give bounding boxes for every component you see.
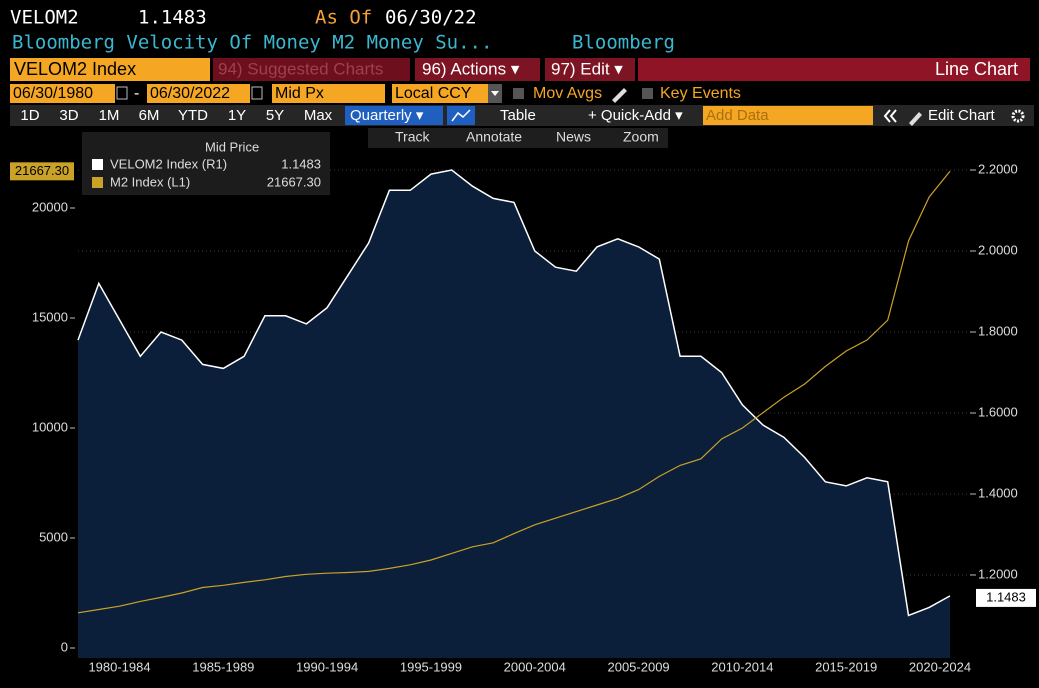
x-tick-label: 2020-2024 bbox=[909, 659, 971, 674]
area bbox=[78, 170, 950, 658]
y-tick-label: 0 bbox=[61, 639, 68, 654]
y-tick-label: 5000 bbox=[39, 529, 68, 544]
edit-chart[interactable]: Edit Chart bbox=[928, 107, 996, 124]
line bbox=[77, 169, 951, 617]
y-tick-label: 10000 bbox=[32, 419, 68, 434]
add-data: Add Data bbox=[706, 107, 769, 124]
suggested: 94) Suggested Charts bbox=[218, 59, 383, 78]
start-date-box[interactable] bbox=[10, 84, 115, 103]
chart-icon bbox=[451, 109, 471, 122]
value-label-box bbox=[976, 588, 1036, 607]
source: Bloomberg bbox=[572, 32, 675, 54]
value-label: 21667.30 bbox=[15, 163, 69, 178]
y2-tick-label: 2.2000 bbox=[978, 161, 1018, 176]
chart-type-bar bbox=[638, 58, 1030, 81]
actions: 96) Actions ▾ bbox=[422, 59, 520, 78]
checkbox[interactable] bbox=[642, 88, 653, 99]
settings-icon[interactable] bbox=[1011, 109, 1025, 123]
checkbox[interactable] bbox=[513, 88, 524, 99]
description: Bloomberg Velocity Of Money M2 Money Su.… bbox=[12, 32, 492, 54]
start-date: 06/30/1980 bbox=[13, 85, 93, 102]
legend-title: Mid Price bbox=[205, 139, 259, 154]
legend-entry: M2 Index (L1) bbox=[110, 174, 190, 189]
tools: Track Annotate News Zoom bbox=[395, 129, 659, 145]
calendar-icon[interactable] bbox=[116, 86, 128, 100]
currency-box[interactable] bbox=[392, 84, 488, 103]
x-tick-label: 1985-1989 bbox=[192, 659, 254, 674]
end-date: 06/30/2022 bbox=[150, 85, 230, 102]
period-button[interactable]: 1M bbox=[99, 107, 120, 124]
edit-button[interactable] bbox=[545, 58, 635, 81]
legend-entry: VELOM2 Index (R1) bbox=[110, 156, 227, 171]
y2-tick-label: 2.0000 bbox=[978, 242, 1018, 257]
period-buttons: 1D 3D 1M 6M YTD 1Y 5Y Max bbox=[20, 107, 332, 124]
security: VELOM2 Index bbox=[14, 59, 136, 79]
add-data-box[interactable] bbox=[703, 106, 873, 125]
suggested-button[interactable] bbox=[213, 58, 410, 81]
as-of-label: As Of bbox=[315, 7, 372, 29]
y2-tick-label: 1.2000 bbox=[978, 566, 1018, 581]
calendar-icon[interactable] bbox=[251, 86, 263, 100]
tool-button[interactable]: News bbox=[556, 129, 591, 145]
quick-add[interactable]: + Quick-Add ▾ bbox=[588, 107, 683, 124]
frequency-button[interactable] bbox=[345, 106, 443, 125]
field: Mid Px bbox=[275, 85, 324, 102]
x-tick-label: 1980-1984 bbox=[88, 659, 150, 674]
legend-swatch bbox=[92, 177, 103, 188]
chart: 0 5000 10000 15000 20000 1.2000 1.4000 1.6000 1.… bbox=[10, 132, 1036, 674]
tool-button[interactable]: Track bbox=[395, 129, 430, 145]
y-tick-label: 20000 bbox=[32, 199, 68, 214]
last-price: 1.1483 bbox=[138, 7, 207, 29]
period-button[interactable]: 1Y bbox=[228, 107, 246, 124]
x-tick-label: 2005-2009 bbox=[607, 659, 669, 674]
period-button[interactable]: 1D bbox=[20, 107, 39, 124]
tools-bar bbox=[368, 128, 668, 148]
legend-box bbox=[82, 132, 330, 195]
line bbox=[77, 170, 951, 614]
value-label-box bbox=[10, 162, 74, 181]
dropdown-arrow bbox=[491, 91, 499, 96]
mov-avgs: Mov Avgs bbox=[533, 85, 602, 102]
x-tick-label: 2015-2019 bbox=[815, 659, 877, 674]
chart-type: Line Chart bbox=[935, 59, 1018, 79]
period-button[interactable]: 5Y bbox=[266, 107, 284, 124]
y2-tick-label: 1.6000 bbox=[978, 404, 1018, 419]
tool-button[interactable]: Annotate bbox=[466, 129, 522, 145]
end-date-box[interactable] bbox=[147, 84, 250, 103]
legend-swatch bbox=[92, 159, 103, 170]
as-of-date: 06/30/22 bbox=[385, 7, 477, 29]
period-button[interactable]: 3D bbox=[59, 107, 78, 124]
pencil-icon bbox=[909, 112, 922, 126]
actions-button[interactable] bbox=[415, 58, 540, 81]
pencil-icon[interactable] bbox=[612, 88, 627, 103]
tool-button[interactable]: Zoom bbox=[623, 129, 659, 145]
collapse-icon[interactable] bbox=[883, 109, 897, 123]
key-events: Key Events bbox=[660, 85, 741, 102]
period-button[interactable]: 6M bbox=[139, 107, 160, 124]
table-button[interactable]: Table bbox=[500, 107, 536, 124]
x-tick-label: 1990-1994 bbox=[296, 659, 358, 674]
legend-value: 21667.30 bbox=[267, 174, 321, 189]
legend-value: 1.1483 bbox=[281, 156, 321, 171]
x-tick-label: 1995-1999 bbox=[400, 659, 462, 674]
currency: Local CCY bbox=[395, 85, 472, 102]
x-tick-label: 2010-2014 bbox=[711, 659, 773, 674]
y-tick-label: 15000 bbox=[32, 309, 68, 324]
security-box[interactable] bbox=[10, 58, 210, 81]
value-label: 1.1483 bbox=[986, 589, 1026, 604]
x-tick-label: 2000-2004 bbox=[504, 659, 566, 674]
period-button[interactable]: YTD bbox=[178, 107, 208, 124]
field-box[interactable] bbox=[272, 84, 385, 103]
edit: 97) Edit ▾ bbox=[551, 59, 623, 78]
y2-tick-label: 1.8000 bbox=[978, 323, 1018, 338]
y2-tick-label: 1.4000 bbox=[978, 485, 1018, 500]
ticker: VELOM2 bbox=[10, 7, 79, 29]
period-button[interactable]: Max bbox=[304, 107, 333, 124]
frequency: Quarterly ▾ bbox=[350, 107, 424, 124]
date-separator: - bbox=[134, 85, 139, 102]
